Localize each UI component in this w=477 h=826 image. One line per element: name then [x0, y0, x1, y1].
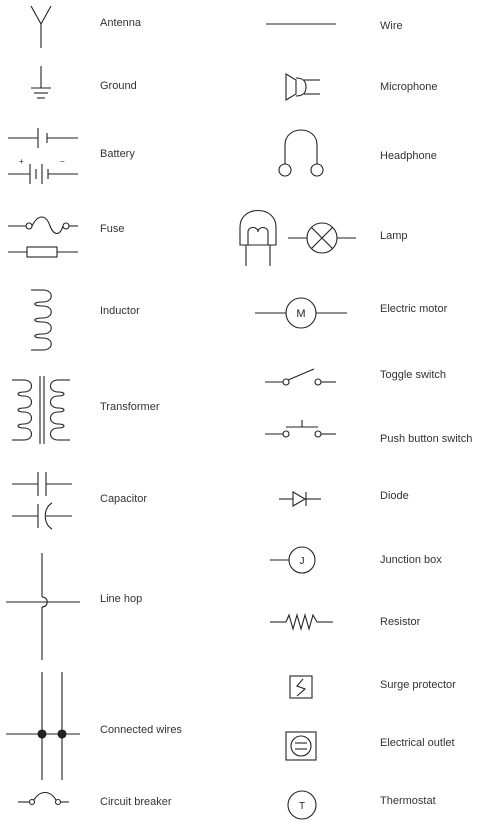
battery-plus-sign: +: [19, 157, 24, 166]
label-inductor: Inductor: [100, 305, 140, 317]
fuse-symbol: [8, 216, 78, 258]
label-capacitor: Capacitor: [100, 493, 148, 505]
electrical-outlet-symbol: [285, 731, 317, 761]
junction-box-symbol: J: [270, 546, 316, 574]
inductor-symbol: [31, 289, 52, 351]
label-lamp: Lamp: [380, 230, 408, 242]
label-toggle-switch: Toggle switch: [380, 369, 447, 381]
lamp-indicator-symbol: [288, 222, 356, 254]
headphone-symbol: [278, 129, 324, 177]
label-circuit-breaker: Circuit breaker: [100, 796, 172, 808]
label-line-hop: Line hop: [100, 593, 143, 605]
label-junction-box: Junction box: [380, 554, 442, 566]
diode-symbol: [279, 491, 321, 507]
label-headphone: Headphone: [380, 150, 437, 162]
push-button-switch-symbol: [265, 420, 336, 438]
thermostat-letter: T: [299, 801, 305, 812]
line-hop-symbol: [6, 553, 80, 660]
ground-symbol: [31, 66, 51, 99]
junction-letter: J: [300, 556, 305, 567]
motor-letter: M: [296, 308, 305, 320]
label-connected-wires: Connected wires: [100, 724, 182, 736]
label-resistor: Resistor: [380, 616, 421, 628]
connected-wires-symbol: [6, 672, 80, 780]
label-wire: Wire: [380, 20, 403, 32]
label-electrical-outlet: Electrical outlet: [380, 737, 455, 749]
label-ground: Ground: [100, 80, 137, 92]
toggle-switch-symbol: [265, 368, 336, 386]
battery-symbol: + −: [8, 128, 78, 184]
label-microphone: Microphone: [380, 81, 438, 93]
microphone-symbol: [285, 73, 320, 101]
circuit-breaker-symbol: [18, 791, 69, 806]
label-push-button-switch: Push button switch: [380, 433, 473, 445]
label-antenna: Antenna: [100, 17, 141, 29]
label-battery: Battery: [100, 148, 135, 160]
antenna-symbol: [30, 5, 52, 48]
surge-protector-symbol: [289, 675, 313, 699]
lamp-bulb-symbol: [239, 210, 277, 266]
resistor-symbol: [270, 612, 333, 632]
thermostat-symbol: T: [287, 790, 317, 820]
transformer-symbol: [12, 376, 70, 444]
label-diode: Diode: [380, 490, 409, 502]
label-electric-motor: Electric motor: [380, 303, 448, 315]
label-thermostat: Thermostat: [380, 795, 436, 807]
label-fuse: Fuse: [100, 223, 125, 235]
label-transformer: Transformer: [100, 401, 160, 413]
label-surge-protector: Surge protector: [380, 679, 456, 691]
battery-minus-sign: −: [60, 157, 65, 166]
electric-motor-symbol: M: [255, 297, 347, 329]
capacitor-symbol: [12, 472, 72, 530]
